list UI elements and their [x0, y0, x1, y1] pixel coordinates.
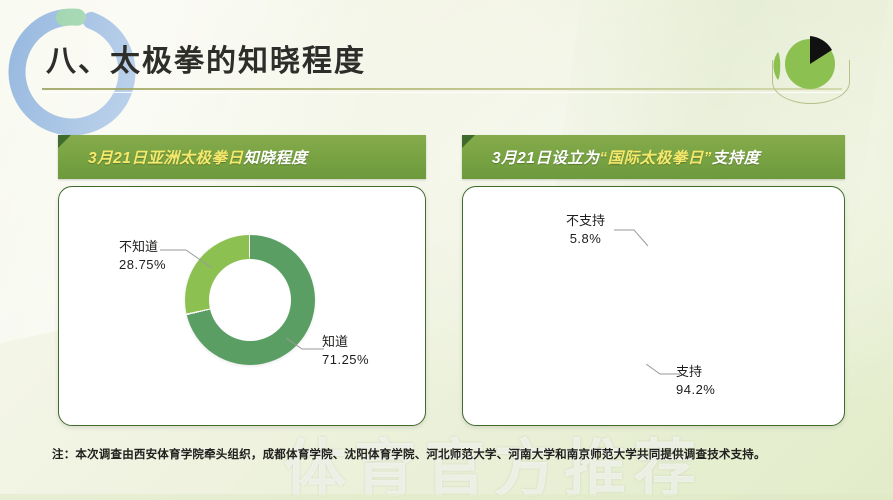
left-chart-banner: 3月21日亚洲太极拳日知晓程度 [58, 135, 426, 179]
right-chart-card [462, 186, 845, 426]
right-banner-text-post: 支持度 [711, 150, 760, 167]
left-banner-text-part2: 知晓程度 [243, 150, 308, 167]
right-chart-banner: 3月21日设立为“国际太极拳日”支持度 [462, 135, 845, 179]
right-banner-text-quote: “国际太极拳日” [599, 150, 712, 167]
left-banner-text-part1: 3月21日亚洲太极拳日 [88, 150, 244, 167]
banner-fold-corner-icon [462, 135, 475, 148]
left-label-known: 知道 71.25% [322, 333, 369, 368]
pie-chart-logo [768, 24, 850, 104]
footnote-text: 注：本次调查由西安体育学院牵头组织，成都体育学院、沈阳体育学院、河北师范大学、河… [52, 449, 766, 461]
left-label-unknown-value: 28.75% [119, 256, 167, 272]
banner-fold-corner-icon [58, 135, 71, 148]
right-label-oppose: 不支持 5.8% [566, 212, 605, 247]
logo-arc-decoration [772, 60, 850, 104]
left-label-unknown: 不知道 28.75% [119, 238, 166, 273]
left-donut-hole [209, 259, 291, 341]
right-label-support-value: 94.2% [676, 381, 716, 397]
right-banner-text: 3月21日设立为“国际太极拳日”支持度 [492, 146, 760, 168]
right-label-support: 支持 94.2% [676, 363, 715, 398]
left-label-known-name: 知道 [322, 334, 349, 349]
left-label-unknown-name: 不知道 [119, 239, 159, 254]
right-label-oppose-value: 5.8% [569, 230, 602, 246]
right-label-oppose-name: 不支持 [566, 213, 606, 228]
left-banner-text: 3月21日亚洲太极拳日知晓程度 [88, 146, 307, 168]
right-label-support-name: 支持 [676, 364, 703, 379]
right-banner-text-pre: 3月21日设立为 [492, 150, 600, 167]
title-divider [42, 88, 842, 90]
bottom-edge-decoration [0, 494, 893, 500]
title-divider-highlight [42, 92, 842, 93]
page-title: 八、太极拳的知晓程度 [46, 45, 366, 78]
left-label-known-value: 71.25% [322, 351, 370, 367]
